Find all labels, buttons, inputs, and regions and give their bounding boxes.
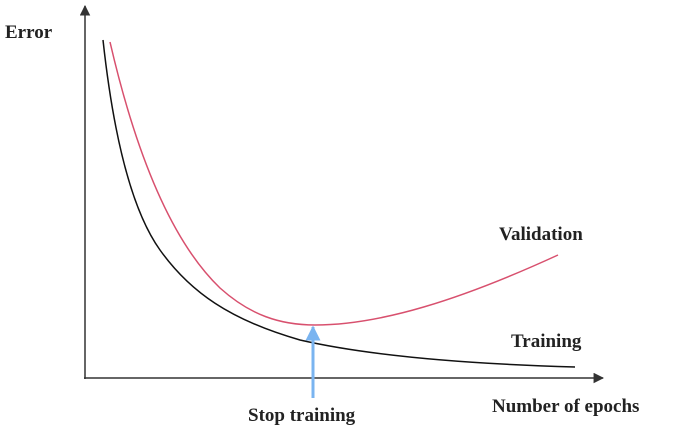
curve-label: Training bbox=[511, 331, 582, 352]
validation-curve bbox=[109, 41, 559, 326]
y-axis-label: Error bbox=[5, 22, 53, 43]
x-axis-label: Number of epochs bbox=[492, 396, 639, 417]
training-curve bbox=[102, 39, 576, 368]
curve-label: Validation bbox=[499, 224, 583, 245]
annotation: Stop training bbox=[248, 405, 356, 426]
